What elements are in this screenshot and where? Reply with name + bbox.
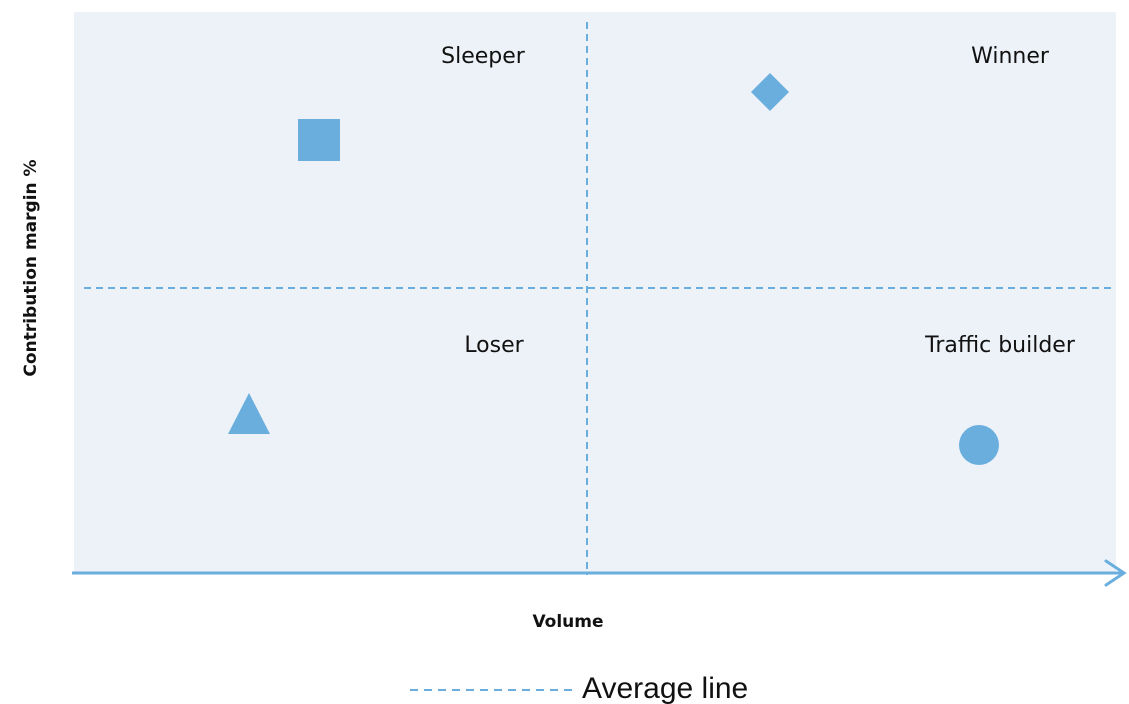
x-axis-arrow-icon [1104,559,1127,587]
quadrant-label-sleeper: Sleeper [441,44,526,69]
quadrant-label-traffic-builder: Traffic builder [924,333,1076,358]
diamond-icon [751,73,789,111]
quadrant-label-loser: Loser [464,333,524,358]
circle-icon [959,425,999,465]
plot-area [74,12,1116,573]
legend-average-line-label: Average line [582,672,748,704]
quadrant-label-winner: Winner [971,44,1050,69]
triangle-icon [228,393,270,434]
y-axis-title: Contribution margin % [21,159,41,376]
square-icon [298,119,340,161]
x-axis-title: Volume [532,612,603,632]
